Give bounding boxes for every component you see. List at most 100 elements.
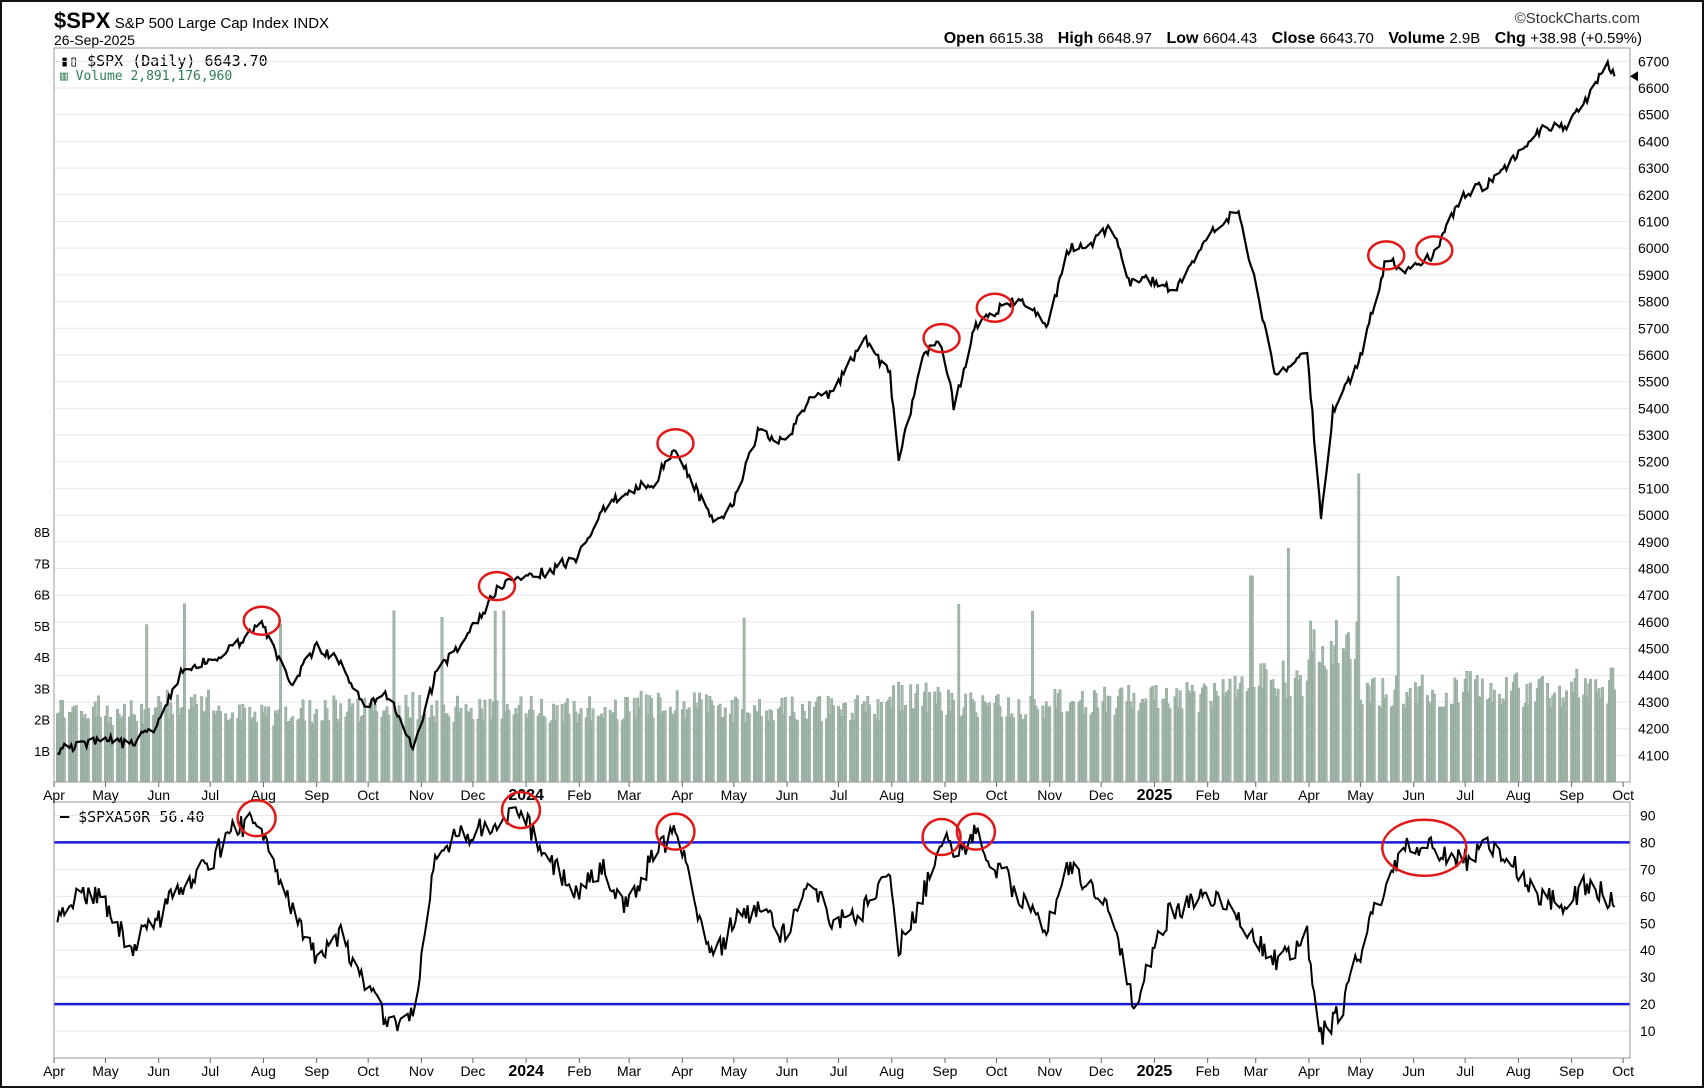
volume-legend-text: Volume 2,891,176,960 <box>75 69 233 84</box>
indicator-x-label: Sep <box>933 1063 958 1079</box>
volume-bar <box>1480 678 1484 783</box>
ohlc-readout: Open 6615.38 High 6648.97 Low 6604.43 Cl… <box>934 30 1642 48</box>
price-x-label: Jun <box>776 787 799 803</box>
indicator-series-line <box>56 806 1616 1045</box>
volume-bar <box>1456 702 1460 783</box>
price-x-label: Jul <box>830 787 848 803</box>
volume-label: Volume <box>1388 30 1445 47</box>
volume-legend: ▥ Volume 2,891,176,960 <box>60 69 232 84</box>
volume-bar <box>243 707 246 783</box>
volume-bar <box>543 717 547 783</box>
indicator-tick-label: 50 <box>1640 915 1656 931</box>
volume-bar <box>603 707 607 783</box>
price-tick-label: 5500 <box>1638 374 1669 390</box>
price-tick-label: 4900 <box>1638 534 1669 550</box>
price-x-label: Jun <box>147 787 170 803</box>
volume-bar <box>135 721 138 783</box>
price-x-label: May <box>1347 787 1373 803</box>
indicator-x-label: Sep <box>304 1063 329 1079</box>
volume-bar <box>1108 695 1112 783</box>
indicator-highlight-circle <box>655 812 696 851</box>
volume-bar <box>639 690 643 783</box>
price-x-label: Aug <box>879 787 904 803</box>
volume-bar <box>1120 687 1124 783</box>
volume-value: 2.9B <box>1449 30 1481 47</box>
volume-bar <box>916 684 919 783</box>
indicator-tick-label: 80 <box>1640 834 1656 850</box>
high-value: 6648.97 <box>1097 30 1152 47</box>
indicator-x-label: Apr <box>1298 1063 1320 1079</box>
chg-label: Chg <box>1494 30 1526 47</box>
volume-bar <box>1336 663 1340 783</box>
volume-tick-label: 2B <box>34 713 50 728</box>
indicator-tick-label: 20 <box>1640 996 1656 1012</box>
volume-bar <box>892 685 895 783</box>
volume-bar <box>651 717 655 783</box>
indicator-x-label: May <box>92 1063 118 1079</box>
low-label: Low <box>1166 30 1199 47</box>
low-value: 6604.43 <box>1202 30 1258 47</box>
volume-bar <box>1360 704 1364 783</box>
volume-bar <box>1204 686 1208 783</box>
volume-bar <box>844 702 847 783</box>
indicator-x-label: Oct <box>357 1063 379 1079</box>
price-x-label: Nov <box>409 787 434 803</box>
volume-bar <box>387 714 391 783</box>
price-x-label: Jul <box>1456 787 1474 803</box>
volume-bar <box>1012 717 1016 783</box>
volume-bar <box>952 700 955 783</box>
volume-bar <box>1144 698 1148 783</box>
volume-bar <box>928 692 931 783</box>
price-tick-label: 5700 <box>1638 320 1669 336</box>
volume-bar <box>1372 677 1376 783</box>
indicator-x-label: Nov <box>409 1063 434 1079</box>
volume-bar <box>832 705 835 783</box>
volume-bar <box>1264 669 1268 783</box>
volume-bar <box>1288 696 1292 783</box>
volume-bar <box>86 718 90 783</box>
volume-bar <box>735 698 739 783</box>
indicator-x-label: Mar <box>617 1063 641 1079</box>
price-x-label: 2025 <box>1137 787 1173 804</box>
price-tick-label: 4600 <box>1638 614 1669 630</box>
price-x-label: Feb <box>567 787 591 803</box>
volume-bar <box>267 706 270 783</box>
indicator-x-label: Sep <box>1559 1063 1584 1079</box>
price-tick-label: 6100 <box>1638 213 1669 229</box>
volume-bar <box>62 717 66 783</box>
price-highlight-circle <box>922 322 961 354</box>
price-tick-label: 6200 <box>1638 187 1669 203</box>
price-x-label: Aug <box>1506 787 1531 803</box>
volume-tick-label: 6B <box>34 588 50 603</box>
volume-tick-label: 7B <box>34 556 50 571</box>
volume-bar <box>1565 690 1568 783</box>
volume-bar <box>1036 709 1040 783</box>
price-x-label: Feb <box>1196 787 1220 803</box>
chg-value: +38.98 (+0.59%) <box>1530 30 1642 47</box>
indicator-legend: ━ $SPXA50R 56.40 <box>60 808 205 826</box>
volume-bar <box>1024 714 1028 783</box>
volume-bar <box>904 704 907 783</box>
volume-bar <box>807 701 811 783</box>
open-value: 6615.38 <box>989 30 1044 47</box>
volume-bar <box>327 719 331 783</box>
volume-bar <box>880 702 883 783</box>
volume-bar <box>1541 676 1544 783</box>
price-tick-label: 5800 <box>1638 294 1669 310</box>
volume-bar <box>1589 678 1592 783</box>
indicator-highlight-circle <box>500 790 542 830</box>
volume-bar <box>1048 706 1052 783</box>
volume-bar <box>255 722 258 783</box>
price-x-label: Jun <box>1402 787 1425 803</box>
price-highlight-circle <box>975 292 1015 323</box>
indicator-x-label: Mar <box>1244 1063 1268 1079</box>
volume-bar <box>279 623 283 783</box>
volume-bar <box>471 719 475 783</box>
price-tick-label: 5900 <box>1638 267 1669 283</box>
volume-bar <box>1384 694 1388 783</box>
price-tick-label: 4200 <box>1638 721 1669 737</box>
volume-bar <box>663 710 667 783</box>
price-tick-label: 6600 <box>1638 80 1669 96</box>
price-tick-label: 5100 <box>1638 480 1669 496</box>
